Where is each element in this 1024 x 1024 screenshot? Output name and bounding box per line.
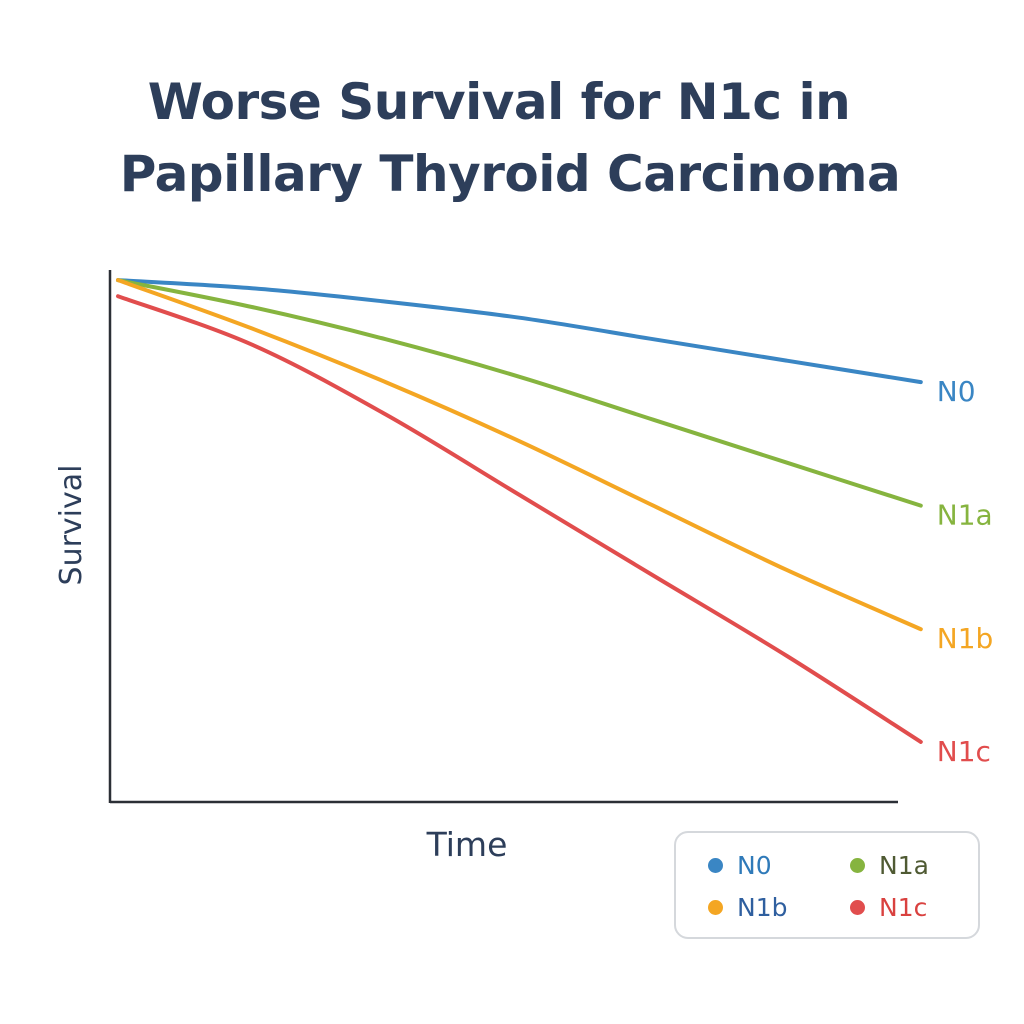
series-line-n1a xyxy=(116,278,923,508)
series-end-labels: N0 N1a N1b N1c xyxy=(937,375,994,768)
legend-item-n1c: N1c xyxy=(850,893,927,922)
series-end-label-n1c: N1c xyxy=(937,735,991,768)
chart-title-line-1: Worse Survival for N1c in xyxy=(147,73,851,131)
series-line-n1b xyxy=(116,278,923,632)
chart-title-line-2: Papillary Thyroid Carcinoma xyxy=(119,145,901,203)
series-group xyxy=(116,278,923,744)
legend-label-n1a: N1a xyxy=(879,851,929,880)
series-line-n0 xyxy=(116,278,923,385)
legend-dot-n0 xyxy=(708,858,723,873)
x-axis-label: Time xyxy=(426,825,508,864)
legend-item-n1b: N1b xyxy=(708,893,787,922)
legend-label-n1c: N1c xyxy=(879,893,928,922)
legend-dot-n1c xyxy=(850,900,865,915)
legend-label-n0: N0 xyxy=(737,851,772,880)
legend-dot-n1b xyxy=(708,900,723,915)
legend-item-n1a: N1a xyxy=(850,851,929,880)
legend-label-n1b: N1b xyxy=(737,893,788,922)
y-axis-label: Survival xyxy=(54,465,89,586)
legend-dot-n1a xyxy=(850,858,865,873)
series-end-label-n0: N0 xyxy=(937,375,976,408)
series-end-label-n1a: N1a xyxy=(937,499,993,532)
legend: N0 N1a N1b N1c xyxy=(674,831,980,939)
legend-item-n0: N0 xyxy=(708,851,772,880)
series-end-label-n1b: N1b xyxy=(937,622,994,655)
series-line-n1c xyxy=(116,294,923,744)
